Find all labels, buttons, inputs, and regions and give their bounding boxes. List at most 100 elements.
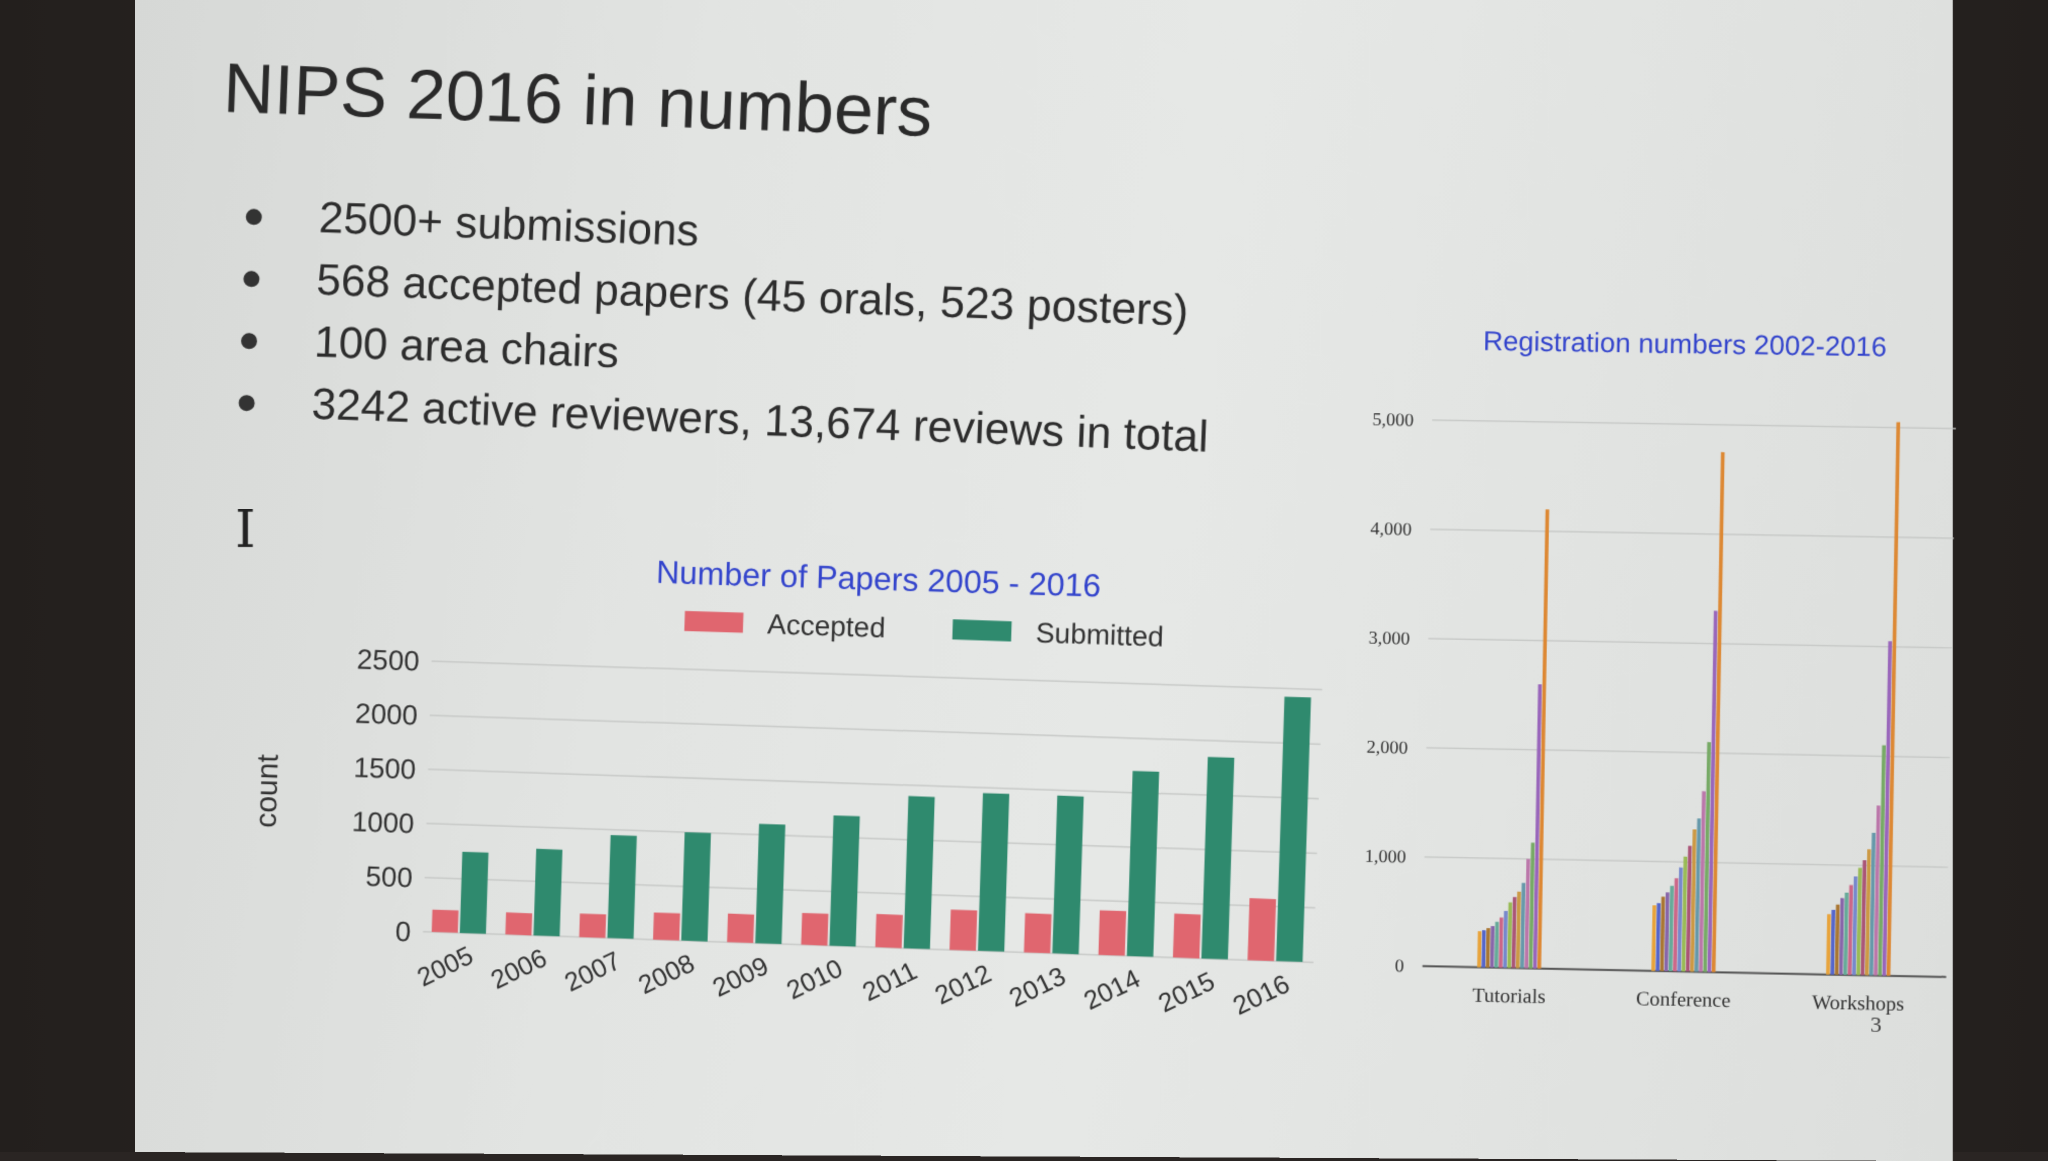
x-tick-label: 2011 xyxy=(857,955,921,1007)
registration-bar xyxy=(1826,914,1831,974)
bullet-dot-icon xyxy=(246,209,263,226)
y-axis-label: count xyxy=(250,753,285,828)
gridline xyxy=(1428,639,1952,648)
bar-accepted xyxy=(727,914,754,943)
y-tick-label: 1,000 xyxy=(1365,846,1407,867)
slide-title: NIPS 2016 in numbers xyxy=(222,48,934,152)
x-tick-label: 2016 xyxy=(1228,968,1294,1021)
x-tick-label: Workshops xyxy=(1812,991,1905,1015)
x-tick-label: 2008 xyxy=(634,948,700,1001)
bar-accepted xyxy=(432,910,459,933)
bar-submitted xyxy=(978,793,1009,952)
bar-accepted xyxy=(1248,898,1276,961)
bar-accepted xyxy=(801,913,828,946)
registration-bar xyxy=(1673,878,1678,971)
bar-accepted xyxy=(1024,913,1052,953)
gridline xyxy=(430,715,1321,744)
gridline xyxy=(1430,529,1954,538)
registration-bar xyxy=(1512,897,1517,968)
y-tick-label: 2,000 xyxy=(1366,737,1408,758)
page-number: 3 xyxy=(1870,1011,1881,1037)
bar-submitted xyxy=(534,849,563,937)
bar-submitted xyxy=(904,796,935,949)
y-tick-label: 2000 xyxy=(355,698,418,731)
y-tick-label: 0 xyxy=(1395,955,1405,975)
bar-accepted xyxy=(875,914,902,948)
registration-bar xyxy=(1503,911,1508,968)
bullet-list: 2500+ submissions 568 accepted papers (4… xyxy=(236,185,1459,478)
registration-bar xyxy=(1839,898,1844,975)
bar-submitted xyxy=(1276,697,1311,962)
bullet-dot-icon xyxy=(238,395,255,412)
bar-submitted xyxy=(1201,757,1234,959)
registration-bar xyxy=(1656,903,1661,971)
x-tick-label: 2013 xyxy=(1004,960,1070,1013)
bar-accepted xyxy=(505,912,532,935)
x-tick-label: 2007 xyxy=(560,945,626,998)
bar-accepted xyxy=(950,910,978,951)
chart-title: Registration numbers 2002-2016 xyxy=(1483,326,1887,363)
registration-bar xyxy=(1494,922,1498,968)
registration-bar xyxy=(1651,905,1656,971)
bullet-dot-icon xyxy=(243,271,260,288)
chart-title: Number of Papers 2005 - 2016 xyxy=(656,554,1102,604)
y-tick-label: 5,000 xyxy=(1372,409,1414,430)
bar-accepted xyxy=(653,912,680,940)
gridline xyxy=(426,823,1317,853)
registration-bar xyxy=(1835,905,1840,975)
registration-chart: Registration numbers 2002-2016 0 1,000 2,00… xyxy=(1309,307,1979,1048)
bar-submitted xyxy=(829,815,859,946)
y-tick-label: 1000 xyxy=(351,806,414,839)
gridline xyxy=(431,661,1322,690)
registration-bar xyxy=(1516,892,1521,969)
x-tick-label: 2005 xyxy=(412,940,477,992)
bar-submitted xyxy=(1052,796,1083,955)
x-tick-label: 2006 xyxy=(486,942,552,994)
legend-swatch xyxy=(684,611,743,633)
x-tick-label: Tutorials xyxy=(1472,984,1546,1008)
x-tick-label: 2014 xyxy=(1079,963,1145,1016)
registration-bar xyxy=(1499,917,1504,967)
registration-bar xyxy=(1669,886,1674,971)
gridline xyxy=(428,769,1319,798)
x-tick-label: 2012 xyxy=(930,958,996,1011)
y-tick-label: 2500 xyxy=(356,644,419,677)
y-tick-label: 3,000 xyxy=(1368,627,1410,648)
y-tick-label: 4,000 xyxy=(1370,518,1412,539)
bar-submitted xyxy=(681,832,711,941)
x-tick-label: 2015 xyxy=(1153,966,1219,1019)
x-tick-label: 2009 xyxy=(707,950,773,1003)
registration-bar xyxy=(1482,930,1486,967)
gridline xyxy=(1432,420,1956,428)
registration-bar xyxy=(1843,893,1848,975)
registration-bar xyxy=(1660,897,1665,971)
registration-bar xyxy=(1848,885,1853,975)
bar-submitted xyxy=(1127,771,1159,957)
bullet-text: 2500+ submissions xyxy=(318,193,700,256)
legend-label: Submitted xyxy=(1035,617,1164,652)
registration-bar xyxy=(1490,926,1494,968)
registration-chart-svg: Registration numbers 2002-2016 0 1,000 2,00… xyxy=(1309,307,1979,1048)
registration-bar xyxy=(1664,892,1669,971)
x-tick-label: 2010 xyxy=(782,953,848,1006)
y-tick-label: 1500 xyxy=(353,752,416,785)
bullet-dot-icon xyxy=(241,333,258,350)
legend-label: Accepted xyxy=(767,609,886,644)
bar-accepted xyxy=(1098,910,1126,956)
bar-accepted xyxy=(579,914,606,938)
registration-bar xyxy=(1486,928,1490,967)
registration-bar xyxy=(1507,902,1512,968)
gridline xyxy=(1426,748,1950,758)
y-tick-label: 0 xyxy=(395,916,412,948)
y-tick-label: 500 xyxy=(365,861,413,894)
registration-bar xyxy=(1830,910,1835,975)
x-tick-label: Conference xyxy=(1636,988,1731,1012)
bar-submitted xyxy=(755,824,785,944)
registration-bar xyxy=(1477,931,1481,967)
bullet-text: 100 area chairs xyxy=(313,317,620,377)
registration-bar xyxy=(1520,883,1525,968)
papers-chart-svg: Number of Papers 2005 - 2016 Accepted Subm… xyxy=(229,525,1346,1064)
papers-chart: Number of Papers 2005 - 2016 Accepted Subm… xyxy=(229,525,1346,1064)
bar-submitted xyxy=(607,835,636,939)
slide: NIPS 2016 in numbers 2500+ submissions 5… xyxy=(135,0,1953,1161)
